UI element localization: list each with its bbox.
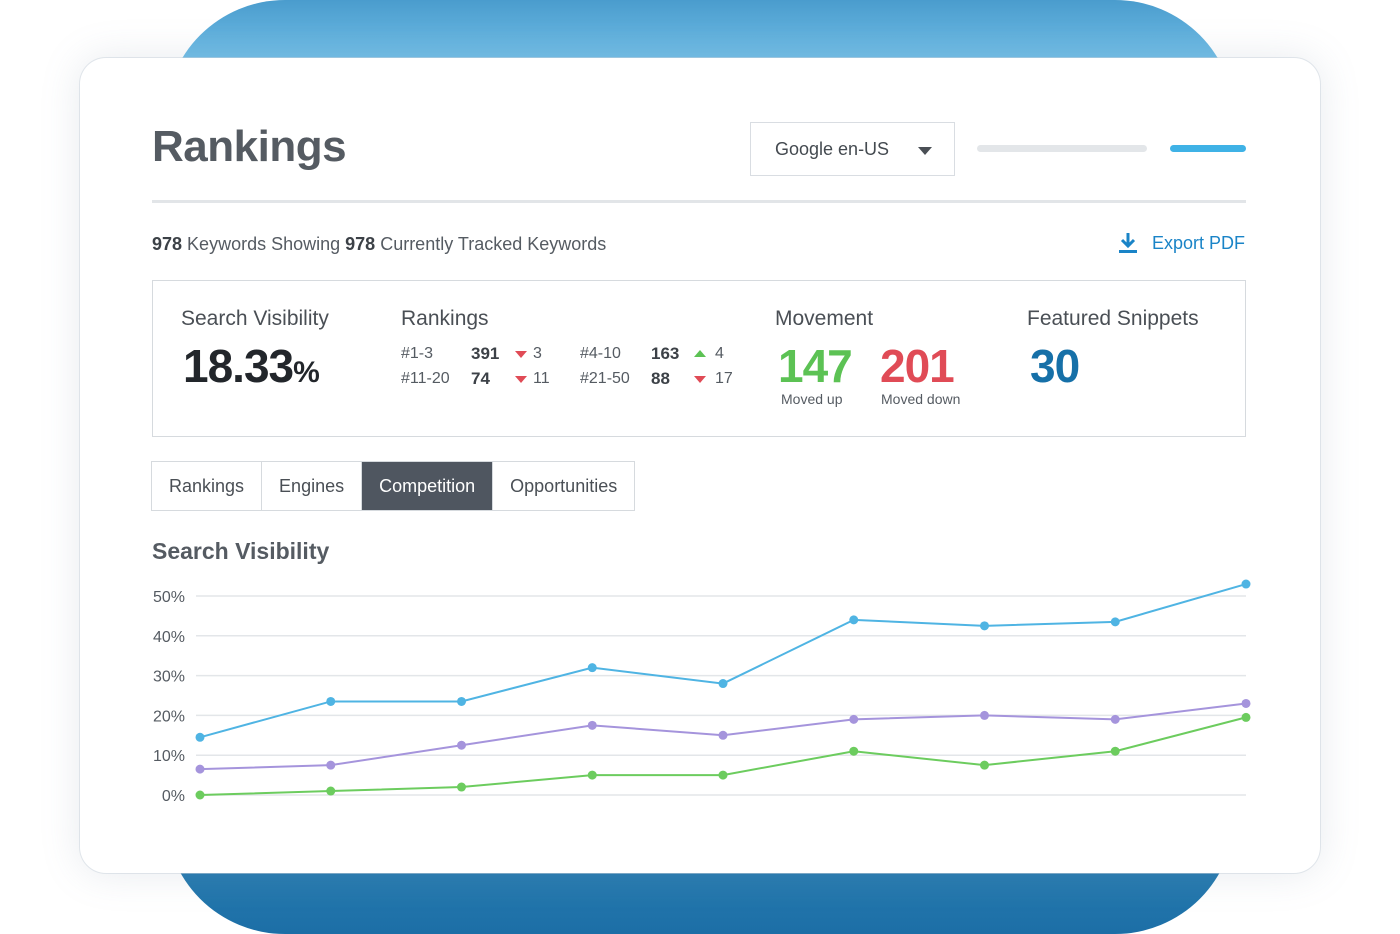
rank-delta: 17 bbox=[715, 370, 733, 387]
series-1-point[interactable] bbox=[1241, 698, 1251, 708]
arrow-up-icon bbox=[694, 350, 706, 357]
series-line-2 bbox=[199, 716, 1247, 796]
tab-rankings[interactable]: Rankings bbox=[152, 462, 263, 510]
moved-down-label: Moved down bbox=[881, 391, 961, 407]
rank-delta: 4 bbox=[715, 345, 724, 362]
tab-competition[interactable]: Competition bbox=[362, 462, 494, 510]
chart-title: Search Visibility bbox=[152, 538, 330, 564]
series-2-point[interactable] bbox=[849, 746, 859, 756]
search-visibility-chart: 50% 40% 30% 20% 10% 0% bbox=[153, 579, 1251, 805]
y-tick-label: 40% bbox=[153, 629, 185, 646]
series-0-point[interactable] bbox=[980, 621, 989, 631]
series-2-point[interactable] bbox=[1241, 712, 1251, 722]
search-visibility-label: Search Visibility bbox=[181, 307, 329, 330]
series-1-point[interactable] bbox=[195, 764, 205, 774]
series-0-point[interactable] bbox=[457, 696, 466, 706]
rank-range: #21-50 bbox=[580, 370, 630, 387]
rank-range: #11-20 bbox=[401, 370, 450, 387]
rank-delta: 11 bbox=[533, 370, 550, 387]
tab-opportunities[interactable]: Opportunities bbox=[493, 462, 635, 510]
rank-count: 391 bbox=[471, 344, 500, 363]
series-2-point[interactable] bbox=[718, 770, 728, 780]
series-0-point[interactable] bbox=[1110, 617, 1120, 627]
rankings-label: Rankings bbox=[401, 307, 489, 330]
rank-count: 74 bbox=[471, 369, 490, 388]
export-pdf-label: Export PDF bbox=[1152, 232, 1246, 253]
rank-delta: 3 bbox=[533, 345, 542, 362]
arrow-down-icon bbox=[515, 351, 527, 358]
series-1-point[interactable] bbox=[980, 710, 989, 720]
keywords-showing-count: 978 bbox=[152, 234, 183, 254]
y-tick-label: 20% bbox=[153, 708, 185, 725]
tab-engines[interactable]: Engines bbox=[262, 462, 363, 510]
series-2-point[interactable] bbox=[1110, 746, 1120, 756]
search-visibility-value: 18.33% bbox=[183, 340, 320, 392]
engine-select[interactable]: Google en-US bbox=[750, 122, 955, 176]
series-1-point[interactable] bbox=[1110, 714, 1120, 724]
series-0-point[interactable] bbox=[718, 679, 728, 689]
placeholder-bar bbox=[977, 145, 1147, 152]
header-divider bbox=[152, 200, 1246, 203]
arrow-down-icon bbox=[694, 376, 706, 383]
series-1-point[interactable] bbox=[587, 720, 597, 730]
keywords-showing-text: Keywords Showing bbox=[182, 234, 346, 254]
keyword-summary: 978 Keywords Showing 978 Currently Track… bbox=[152, 234, 606, 255]
arrow-down-icon bbox=[515, 376, 527, 383]
series-2-point[interactable] bbox=[587, 770, 597, 780]
series-0-point[interactable] bbox=[1241, 579, 1251, 589]
export-pdf-button[interactable]: Export PDF bbox=[1118, 232, 1245, 254]
series-2-point[interactable] bbox=[195, 790, 205, 800]
moved-up-label: Moved up bbox=[781, 391, 843, 407]
series-1-point[interactable] bbox=[457, 740, 466, 750]
series-0-point[interactable] bbox=[326, 696, 336, 706]
series-2-point[interactable] bbox=[326, 786, 336, 796]
movement-label: Movement bbox=[775, 307, 874, 330]
keywords-tracked-count: 978 bbox=[345, 234, 376, 254]
series-1-point[interactable] bbox=[849, 714, 859, 724]
series-0-point[interactable] bbox=[587, 663, 597, 673]
rank-count: 88 bbox=[651, 369, 670, 388]
featured-snippets-label: Featured Snippets bbox=[1027, 307, 1199, 330]
y-tick-label: 10% bbox=[153, 748, 185, 765]
y-tick-label: 30% bbox=[153, 669, 185, 686]
series-2-point[interactable] bbox=[457, 782, 466, 792]
rank-range: #1-3 bbox=[401, 345, 434, 362]
rankings-card: Rankings Google en-US 978 Keywords Showi… bbox=[80, 58, 1320, 873]
y-tick-label: 50% bbox=[153, 589, 185, 606]
view-tabs: Rankings Engines Competition Opportuniti… bbox=[151, 461, 636, 511]
moved-up-value: 147 bbox=[778, 340, 853, 392]
page-title: Rankings bbox=[152, 122, 347, 171]
stats-panel: Search Visibility 18.33% Rankings #1-3 3… bbox=[152, 280, 1246, 437]
y-tick-label: 0% bbox=[162, 788, 185, 805]
accent-bar bbox=[1170, 145, 1246, 152]
featured-snippets-value: 30 bbox=[1030, 340, 1080, 392]
series-line-0 bbox=[199, 583, 1247, 739]
moved-down-value: 201 bbox=[880, 340, 955, 392]
series-0-point[interactable] bbox=[195, 732, 205, 742]
rank-range: #4-10 bbox=[580, 345, 621, 362]
keywords-tracked-text: Currently Tracked Keywords bbox=[375, 234, 607, 254]
chevron-down-icon bbox=[918, 147, 932, 155]
download-icon bbox=[1119, 233, 1137, 253]
series-1-point[interactable] bbox=[326, 760, 336, 770]
series-1-point[interactable] bbox=[718, 730, 728, 740]
engine-select-value: Google en-US bbox=[775, 138, 890, 159]
rank-count: 163 bbox=[651, 344, 680, 363]
series-0-point[interactable] bbox=[849, 615, 859, 625]
series-2-point[interactable] bbox=[980, 760, 989, 770]
